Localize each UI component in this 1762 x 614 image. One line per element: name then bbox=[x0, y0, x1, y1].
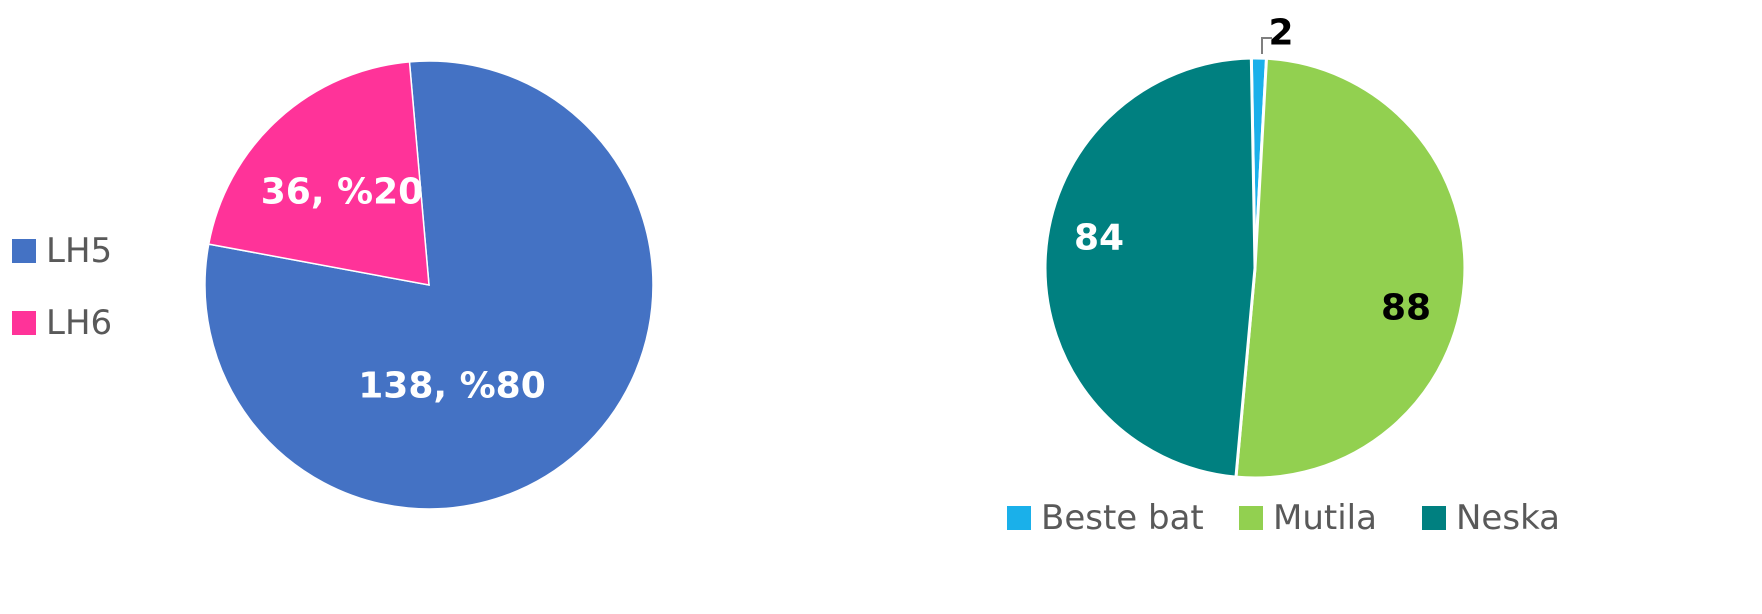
pie-slice-mutila bbox=[1234, 56, 1467, 480]
legend-label-mutila: Mutila bbox=[1273, 498, 1377, 538]
data-label-lh6: 36, %20 bbox=[261, 172, 423, 213]
pie-data-labels: 138, %80 36, %20 bbox=[261, 172, 546, 407]
legend: LH5 LH6 bbox=[12, 231, 112, 343]
legend-swatch-lh6 bbox=[12, 311, 36, 335]
pie-slice-lh6 bbox=[207, 61, 430, 286]
legend-label-beste-bat: Beste bat bbox=[1041, 498, 1204, 538]
pie-chart-gender: 2 88 84 Beste bat Mutila Neska bbox=[1007, 13, 1560, 538]
legend-swatch-mutila bbox=[1239, 506, 1263, 530]
pie-chart-lh: 138, %80 36, %20 LH5 LH6 bbox=[12, 60, 654, 510]
legend-label-lh5: LH5 bbox=[46, 231, 112, 271]
pie-data-labels: 2 88 84 bbox=[1074, 13, 1431, 329]
data-label-neska: 84 bbox=[1074, 218, 1124, 259]
legend-swatch-beste-bat bbox=[1007, 506, 1031, 530]
legend-label-lh6: LH6 bbox=[46, 303, 112, 343]
legend: Beste bat Mutila Neska bbox=[1007, 498, 1560, 538]
legend-label-neska: Neska bbox=[1456, 498, 1560, 538]
pie-slice-neska bbox=[1043, 56, 1257, 479]
data-label-beste-bat: 2 bbox=[1268, 13, 1293, 54]
legend-swatch-lh5 bbox=[12, 239, 36, 263]
pie-slices bbox=[1043, 56, 1467, 480]
leader-line-beste-bat bbox=[1261, 37, 1272, 54]
pie-slices bbox=[204, 60, 654, 510]
data-label-mutila: 88 bbox=[1381, 288, 1431, 329]
legend-swatch-neska bbox=[1422, 506, 1446, 530]
data-label-lh5: 138, %80 bbox=[358, 366, 546, 407]
